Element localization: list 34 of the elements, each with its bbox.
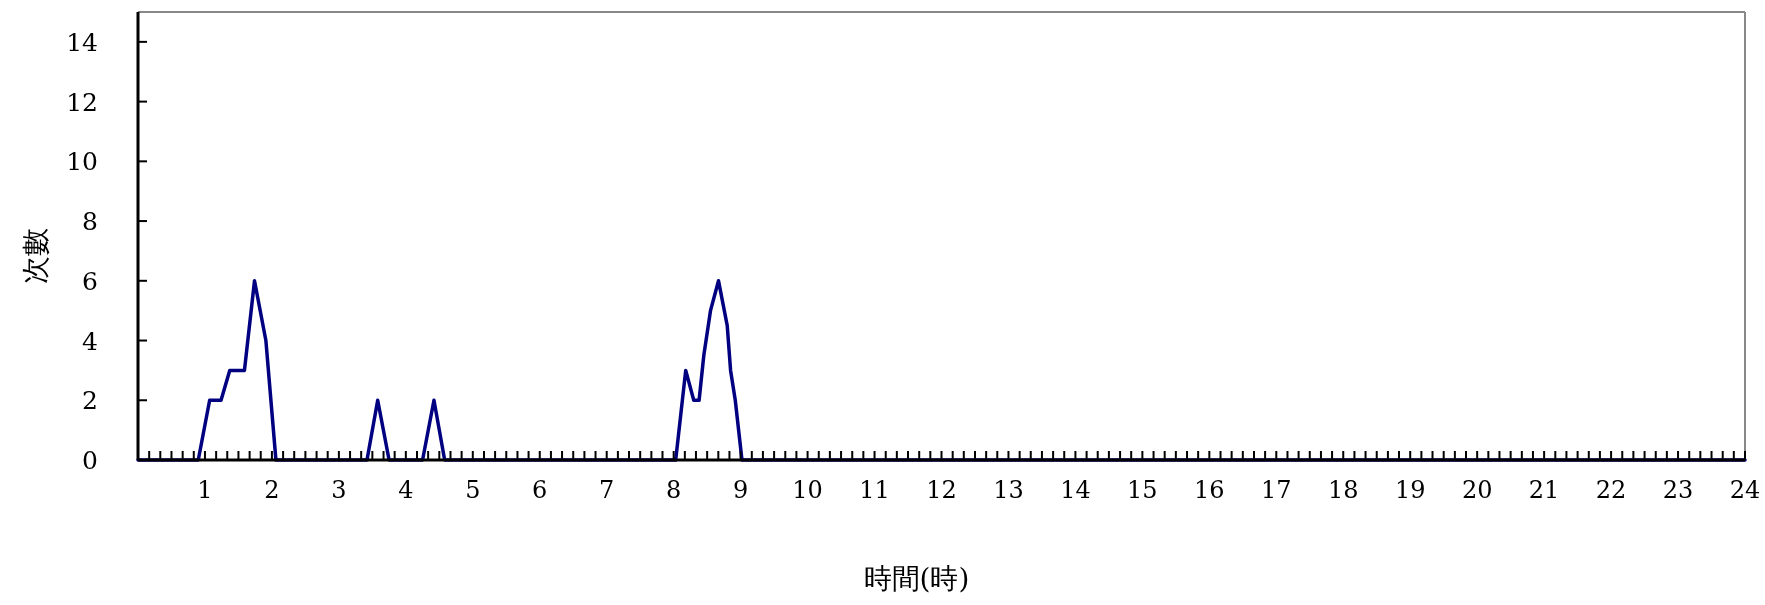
y-tick-label: 0 [82,446,98,475]
x-tick-label: 19 [1394,476,1426,504]
y-tick-label: 10 [66,147,98,177]
x-tick-label: 8 [666,476,682,504]
x-tick-label: 23 [1662,476,1694,504]
y-tick-label: 4 [82,326,98,356]
x-tick-label: 14 [1060,476,1091,504]
x-tick-label: 24 [1729,476,1761,504]
y-tick-label: 2 [82,386,98,416]
x-tick-label: 6 [532,476,548,504]
y-tick-label: 6 [82,266,98,296]
x-tick-label: 1 [197,476,213,504]
y-tick-label: 14 [66,27,98,57]
x-tick-label: 22 [1595,476,1627,504]
x-tick-label: 3 [331,476,347,504]
x-tick-label: 18 [1327,476,1359,504]
x-tick-label: 21 [1528,476,1560,504]
x-tick-label: 10 [792,476,823,504]
x-tick-label: 11 [859,476,890,504]
x-tick-label: 7 [599,476,615,504]
x-tick-label: 4 [398,476,414,504]
x-tick-label: 15 [1127,476,1158,504]
x-tick-label: 16 [1194,476,1225,504]
y-tick-label: 12 [66,87,98,117]
y-axis-title: 次數 [19,228,52,284]
y-tick-label: 8 [82,207,98,237]
x-tick-label: 9 [732,476,749,504]
x-tick-label: 17 [1261,476,1292,504]
x-tick-label: 12 [926,476,957,504]
x-tick-label: 20 [1461,476,1493,504]
x-tick-label: 13 [993,476,1024,504]
x-axis-title: 時間(時) [863,562,970,595]
x-tick-label: 2 [264,476,280,504]
x-tick-label: 5 [465,476,481,504]
